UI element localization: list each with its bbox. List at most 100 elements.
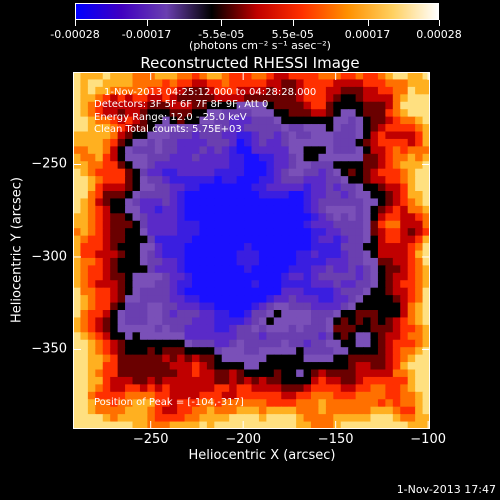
- heatmap-cell: [251, 191, 260, 200]
- heatmap-cell: [400, 72, 409, 81]
- heatmap-cell: [281, 72, 290, 81]
- heatmap-cell: [266, 228, 275, 237]
- heatmap-cell: [236, 406, 245, 415]
- heatmap-cell: [355, 376, 364, 385]
- heatmap-cell: [169, 324, 178, 333]
- heatmap-cell: [288, 391, 297, 400]
- heatmap-cell: [184, 339, 193, 348]
- heatmap-cell: [162, 257, 171, 266]
- heatmap-cell: [333, 310, 342, 319]
- heatmap-cell: [229, 243, 238, 252]
- heatmap-cell: [392, 153, 401, 162]
- heatmap-cell: [221, 257, 230, 266]
- heatmap-cell: [415, 310, 424, 319]
- heatmap-cell: [154, 146, 163, 155]
- heatmap-cell: [221, 116, 230, 125]
- heatmap-cell: [288, 339, 297, 348]
- heatmap-cell: [199, 191, 208, 200]
- heatmap-cell: [266, 79, 275, 88]
- heatmap-cell: [251, 101, 260, 110]
- heatmap-cell: [125, 376, 134, 385]
- heatmap-cell: [199, 250, 208, 259]
- heatmap-cell: [288, 347, 297, 356]
- heatmap-cell: [147, 213, 156, 222]
- heatmap-cell: [95, 257, 104, 266]
- heatmap-cell: [407, 310, 416, 319]
- heatmap-cell: [147, 295, 156, 304]
- heatmap-cell: [177, 86, 186, 95]
- heatmap-cell: [199, 287, 208, 296]
- heatmap-cell: [303, 324, 312, 333]
- heatmap-cell: [415, 109, 424, 118]
- heatmap-cell: [236, 287, 245, 296]
- heatmap-cell: [363, 414, 372, 423]
- heatmap-cell: [147, 116, 156, 125]
- heatmap-cell: [244, 421, 253, 429]
- heatmap-cell: [415, 280, 424, 289]
- heatmap-cell: [154, 243, 163, 252]
- heatmap-cell: [169, 235, 178, 244]
- heatmap-cell: [318, 354, 327, 363]
- heatmap-cell: [117, 399, 126, 408]
- heatmap-cell: [73, 406, 82, 415]
- heatmap-cell: [407, 153, 416, 162]
- heatmap-cell: [139, 198, 148, 207]
- heatmap-cell: [102, 265, 111, 274]
- heatmap-cell: [392, 421, 401, 429]
- heatmap-cell: [392, 310, 401, 319]
- heatmap-cell: [184, 146, 193, 155]
- heatmap-cell: [221, 86, 230, 95]
- heatmap-cell: [370, 369, 379, 378]
- heatmap-cell: [139, 116, 148, 125]
- heatmap-cell: [162, 302, 171, 311]
- heatmap-cell: [184, 399, 193, 408]
- heatmap-cell: [154, 272, 163, 281]
- heatmap-cell: [333, 116, 342, 125]
- heatmap-cell: [95, 302, 104, 311]
- heatmap-cell: [251, 414, 260, 423]
- heatmap-cell: [400, 257, 409, 266]
- heatmap-cell: [273, 265, 282, 274]
- heatmap-cell: [236, 72, 245, 81]
- heatmap-cell: [296, 131, 305, 140]
- heatmap-cell: [117, 250, 126, 259]
- heatmap-cell: [370, 310, 379, 319]
- heatmap-cell: [392, 324, 401, 333]
- heatmap-cell: [87, 168, 96, 177]
- heatmap-cell: [147, 243, 156, 252]
- heatmap-cell: [177, 369, 186, 378]
- heatmap-cell: [311, 295, 320, 304]
- heatmap-cell: [377, 391, 386, 400]
- heatmap-cell: [355, 354, 364, 363]
- heatmap-cell: [110, 205, 119, 214]
- heatmap-cell: [147, 146, 156, 155]
- heatmap-cell: [110, 265, 119, 274]
- heatmap-cell: [154, 384, 163, 393]
- heatmap-cell: [258, 235, 267, 244]
- heatmap-cell: [110, 153, 119, 162]
- heatmap-cell: [318, 280, 327, 289]
- heatmap-cell: [400, 295, 409, 304]
- heatmap-cell: [311, 228, 320, 237]
- heatmap-cell: [139, 79, 148, 88]
- heatmap-cell: [177, 161, 186, 170]
- heatmap-cell: [177, 295, 186, 304]
- heatmap-cell: [340, 109, 349, 118]
- heatmap-cell: [281, 243, 290, 252]
- heatmap-cell: [206, 376, 215, 385]
- heatmap-cell: [199, 310, 208, 319]
- heatmap-cell: [422, 376, 430, 385]
- heatmap-cell: [407, 384, 416, 393]
- heatmap-cell: [415, 235, 424, 244]
- heatmap-cell: [192, 153, 201, 162]
- heatmap-cell: [258, 324, 267, 333]
- heatmap-cell: [266, 287, 275, 296]
- heatmap-cell: [318, 421, 327, 429]
- heatmap-cell: [266, 101, 275, 110]
- heatmap-cell: [199, 302, 208, 311]
- heatmap-cell: [73, 332, 82, 341]
- heatmap-cell: [110, 176, 119, 185]
- heatmap-cell: [251, 124, 260, 133]
- heatmap-cell: [303, 257, 312, 266]
- heatmap-cell: [110, 138, 119, 147]
